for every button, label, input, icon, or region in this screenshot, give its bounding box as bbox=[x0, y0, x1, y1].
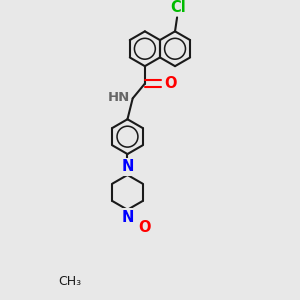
Text: CH₃: CH₃ bbox=[58, 275, 81, 288]
Text: O: O bbox=[138, 220, 150, 235]
Text: N: N bbox=[121, 159, 134, 174]
Text: N: N bbox=[121, 210, 134, 225]
Text: Cl: Cl bbox=[170, 0, 186, 15]
Text: HN: HN bbox=[108, 91, 130, 104]
Text: O: O bbox=[164, 76, 176, 91]
